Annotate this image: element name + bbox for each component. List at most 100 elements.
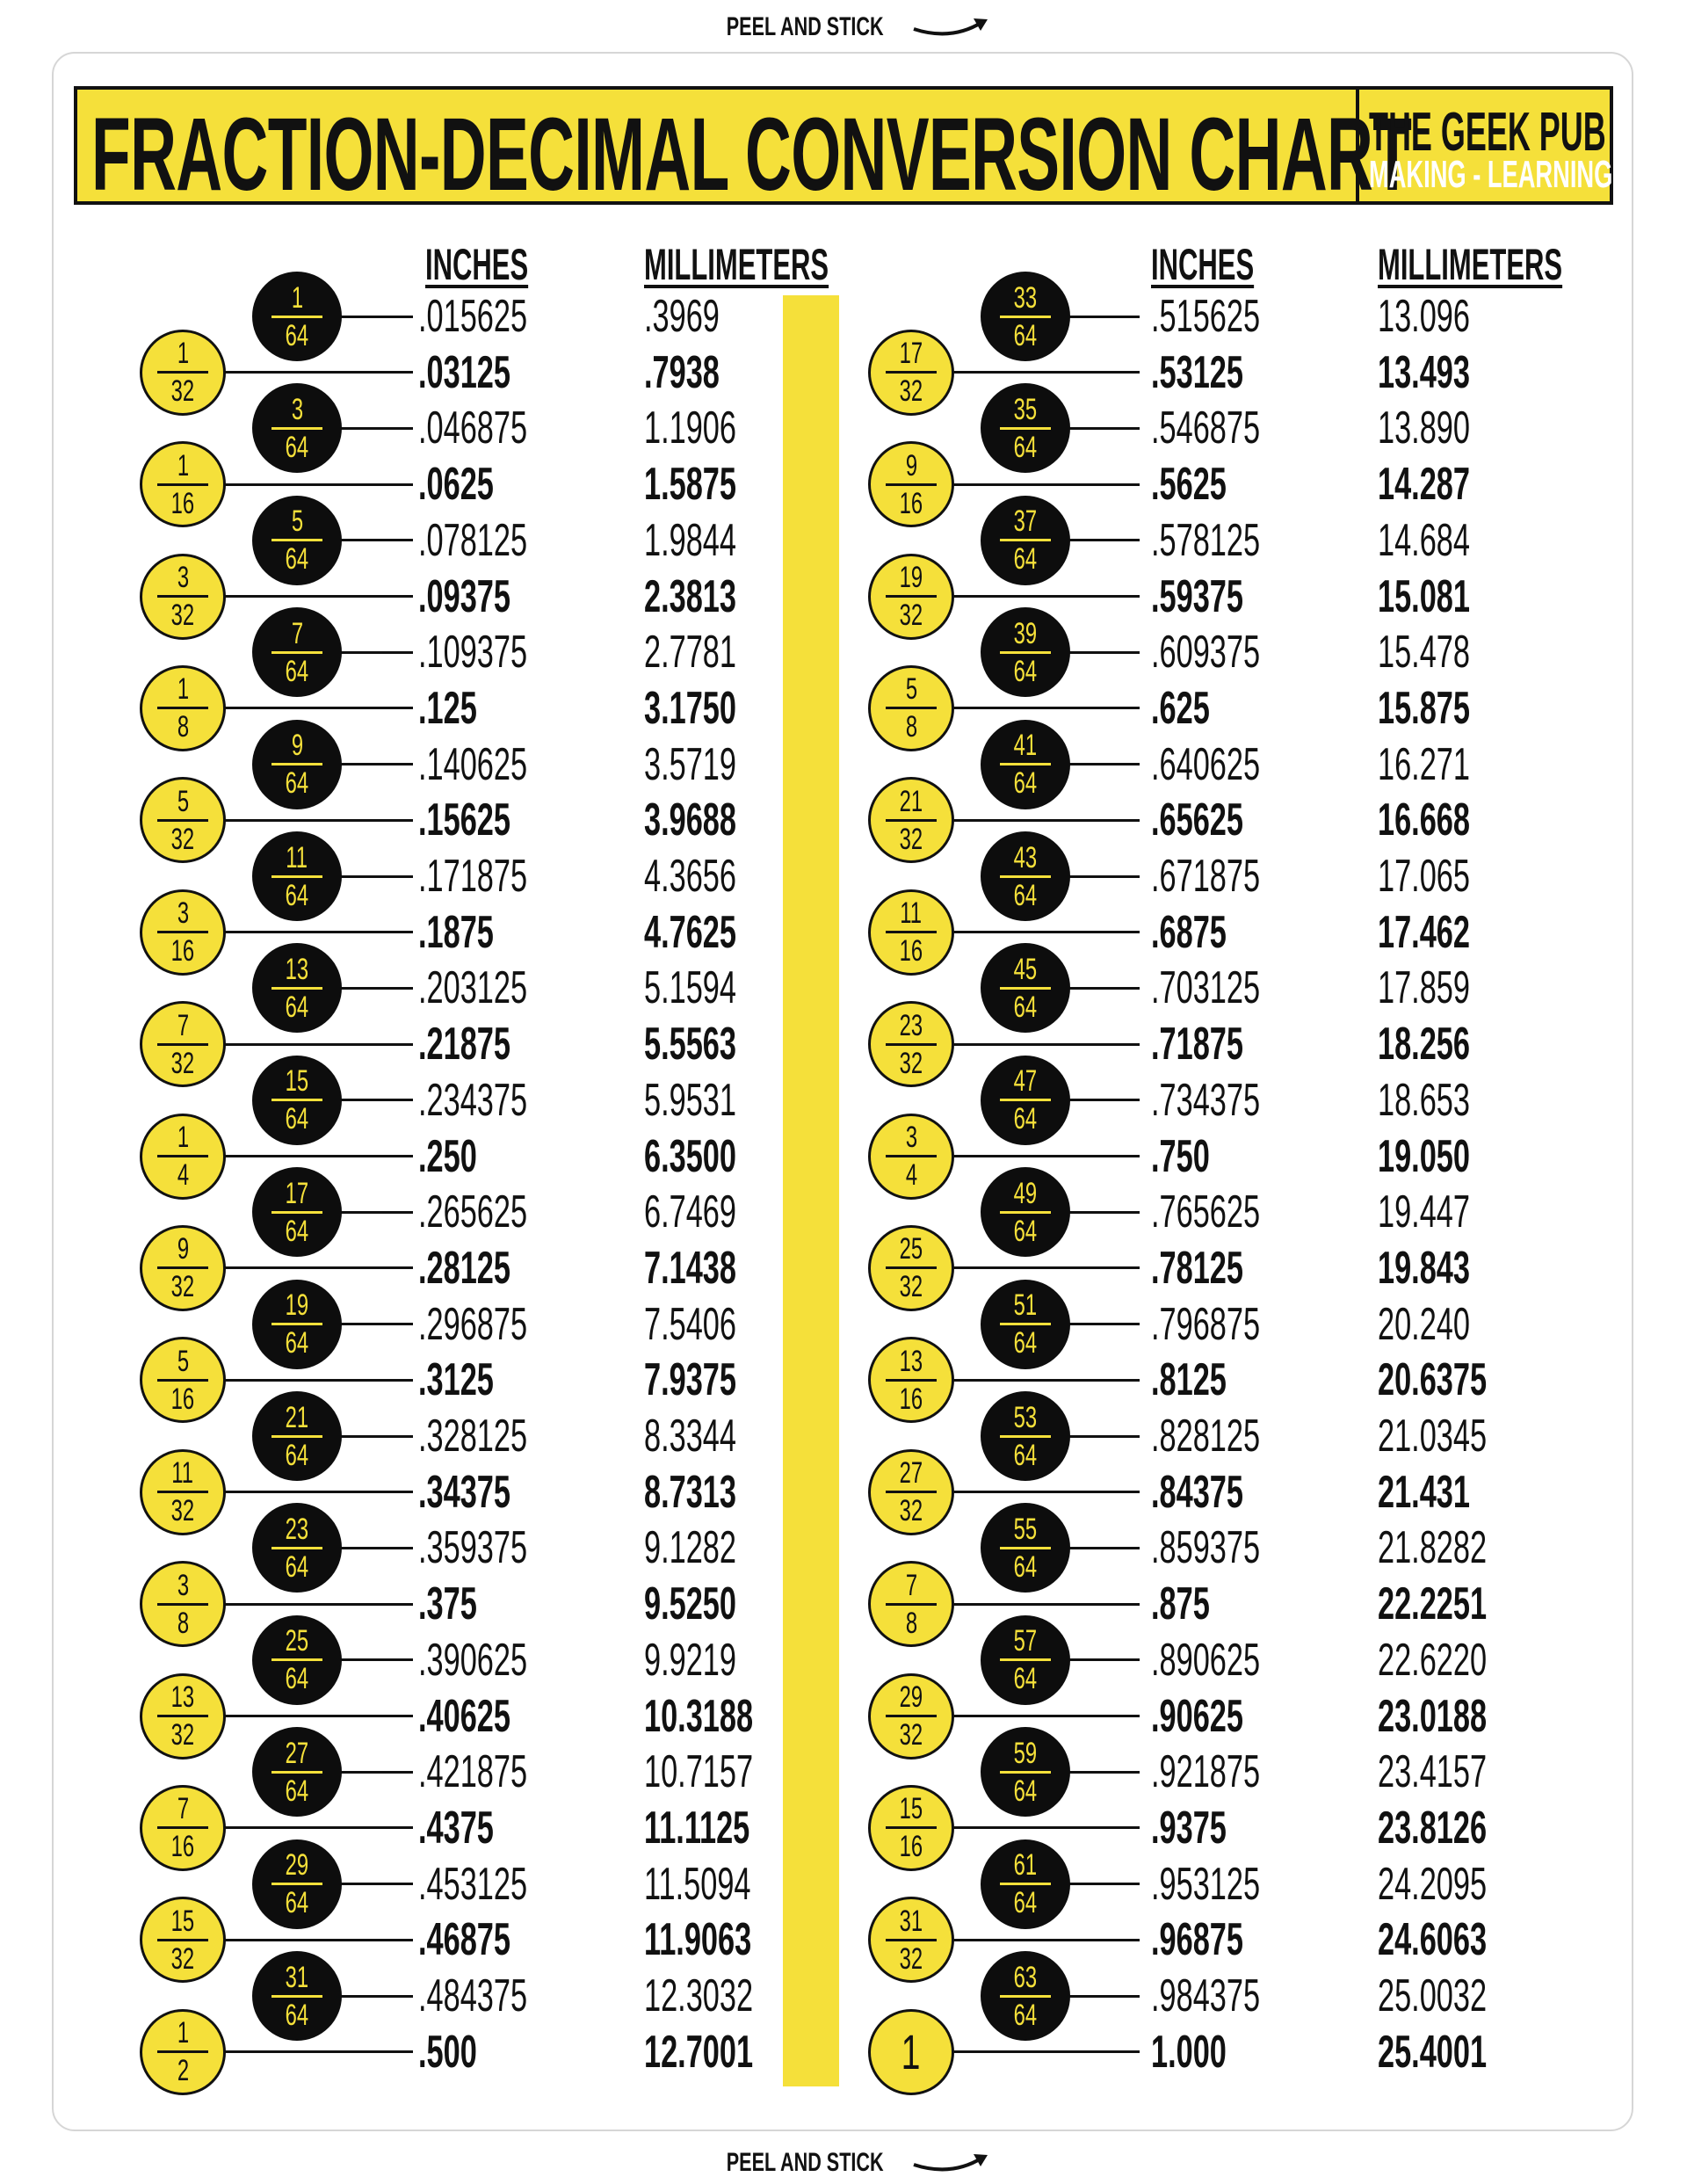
inches-value: .0625 bbox=[418, 459, 494, 511]
fraction-numerator: 5 bbox=[177, 1344, 189, 1378]
millimeters-value: 15.478 bbox=[1378, 627, 1470, 678]
fraction-badge-reduced: 17 32 bbox=[868, 329, 954, 416]
leader-line bbox=[1025, 1323, 1140, 1326]
inches-value: .875 bbox=[1151, 1578, 1210, 1630]
millimeters-value: 23.0188 bbox=[1378, 1690, 1488, 1742]
fraction-badge-reduced: 3 32 bbox=[140, 553, 226, 640]
fraction-badge-reduced: 13 32 bbox=[140, 1672, 226, 1760]
millimeters-value: 4.3656 bbox=[644, 851, 736, 902]
millimeters-value: 24.2095 bbox=[1378, 1858, 1488, 1910]
fraction-numerator: 13 bbox=[285, 952, 309, 986]
millimeters-value: 18.653 bbox=[1378, 1074, 1470, 1126]
fraction-numerator: 3 bbox=[177, 896, 189, 931]
fraction-badge-64ths: 39 64 bbox=[981, 607, 1070, 698]
fraction-numerator: 51 bbox=[1013, 1288, 1038, 1323]
inches-value: .328125 bbox=[418, 1411, 528, 1462]
fraction-bar bbox=[272, 426, 322, 430]
leader-line bbox=[1025, 315, 1140, 318]
fraction-numerator: 29 bbox=[285, 1848, 309, 1883]
fraction-denominator: 64 bbox=[285, 1998, 309, 2032]
fraction-numerator: 13 bbox=[899, 1344, 923, 1378]
leader-line bbox=[911, 1938, 1140, 1941]
fraction-denominator: 64 bbox=[1013, 1662, 1038, 1696]
fraction-badge-reduced: 5 32 bbox=[140, 777, 226, 864]
millimeters-value: 25.4001 bbox=[1378, 2026, 1488, 2078]
fraction-bar bbox=[886, 1602, 937, 1606]
millimeters-value: 2.3813 bbox=[644, 570, 736, 622]
leader-line bbox=[1025, 650, 1140, 654]
fraction-numerator: 9 bbox=[291, 729, 303, 763]
leader-line bbox=[183, 2050, 413, 2054]
fraction-numerator: 19 bbox=[899, 561, 923, 594]
millimeters-value: 9.1282 bbox=[644, 1522, 736, 1574]
fraction-badge-64ths: 41 64 bbox=[981, 719, 1070, 809]
fraction-badge-64ths: 31 64 bbox=[252, 1951, 342, 2041]
fraction-bar bbox=[272, 1210, 322, 1214]
fraction-badge-64ths: 49 64 bbox=[981, 1167, 1070, 1258]
inches-value: .46875 bbox=[418, 1914, 510, 1966]
fraction-badge-64ths: 7 64 bbox=[252, 607, 342, 698]
millimeters-value: .3969 bbox=[644, 291, 720, 342]
inches-value: .234375 bbox=[418, 1074, 528, 1126]
fraction-denominator: 32 bbox=[899, 1270, 923, 1304]
fraction-denominator: 64 bbox=[1013, 542, 1038, 577]
leader-line bbox=[911, 483, 1140, 486]
fraction-bar bbox=[886, 371, 937, 374]
leader-line bbox=[1025, 1770, 1140, 1774]
fraction-denominator: 64 bbox=[285, 1662, 309, 1696]
brand-name: THE GEEK PUB bbox=[1369, 102, 1606, 163]
millimeters-value: 17.462 bbox=[1378, 906, 1470, 958]
fraction-bar bbox=[886, 595, 937, 598]
inches-value: .453125 bbox=[418, 1858, 528, 1910]
leader-line bbox=[1025, 986, 1140, 990]
millimeters-value: 14.287 bbox=[1378, 459, 1470, 511]
fraction-denominator: 32 bbox=[899, 599, 923, 632]
leader-line bbox=[1025, 1883, 1140, 1886]
header-millimeters-left: MILLIMETERS bbox=[644, 240, 829, 289]
fraction-badge-reduced: 13 16 bbox=[868, 1337, 954, 1424]
inches-value: .6875 bbox=[1151, 906, 1227, 958]
fraction-numerator: 39 bbox=[1013, 616, 1038, 650]
header-inches-left: INCHES bbox=[425, 240, 529, 289]
inches-value: .546875 bbox=[1151, 403, 1261, 454]
leader-line bbox=[911, 818, 1140, 822]
millimeters-value: 3.1750 bbox=[644, 682, 736, 734]
inches-value: .609375 bbox=[1151, 627, 1261, 678]
inches-value: .90625 bbox=[1151, 1690, 1243, 1742]
millimeters-value: 10.3188 bbox=[644, 1690, 754, 1742]
inches-value: .390625 bbox=[418, 1634, 528, 1686]
fraction-badge-64ths: 17 64 bbox=[252, 1167, 342, 1258]
inches-value: .59375 bbox=[1151, 570, 1243, 622]
fraction-denominator: 16 bbox=[899, 1830, 923, 1864]
fraction-bar bbox=[1000, 1434, 1051, 1438]
fraction-numerator: 25 bbox=[899, 1232, 923, 1266]
millimeters-value: 13.493 bbox=[1378, 346, 1470, 398]
fraction-numerator: 49 bbox=[1013, 1176, 1038, 1210]
fraction-bar bbox=[1000, 763, 1051, 766]
fraction-bar bbox=[272, 986, 322, 990]
fraction-numerator: 1 bbox=[291, 280, 303, 315]
fraction-numerator: 1 bbox=[177, 337, 189, 371]
leader-line bbox=[297, 1994, 413, 1998]
millimeters-value: 20.240 bbox=[1378, 1298, 1470, 1350]
fraction-numerator: 17 bbox=[285, 1176, 309, 1210]
title-divider bbox=[1356, 90, 1359, 201]
inches-value: .515625 bbox=[1151, 291, 1261, 342]
millimeters-value: 19.447 bbox=[1378, 1186, 1470, 1238]
fraction-numerator: 5 bbox=[291, 504, 303, 539]
fraction-bar bbox=[157, 1938, 208, 1941]
inches-value: .4375 bbox=[418, 1802, 494, 1854]
inches-value: .84375 bbox=[1151, 1466, 1243, 1518]
fraction-denominator: 64 bbox=[285, 1886, 309, 1920]
fraction-numerator: 53 bbox=[1013, 1400, 1038, 1434]
fraction-denominator: 2 bbox=[177, 2054, 189, 2088]
fraction-bar bbox=[272, 539, 322, 542]
inches-value: .703125 bbox=[1151, 962, 1261, 1014]
inches-value: .03125 bbox=[418, 346, 510, 398]
millimeters-value: 17.859 bbox=[1378, 962, 1470, 1014]
fraction-numerator: 1 bbox=[177, 672, 189, 707]
fraction-badge-64ths: 59 64 bbox=[981, 1727, 1070, 1818]
fraction-denominator: 64 bbox=[285, 766, 309, 801]
